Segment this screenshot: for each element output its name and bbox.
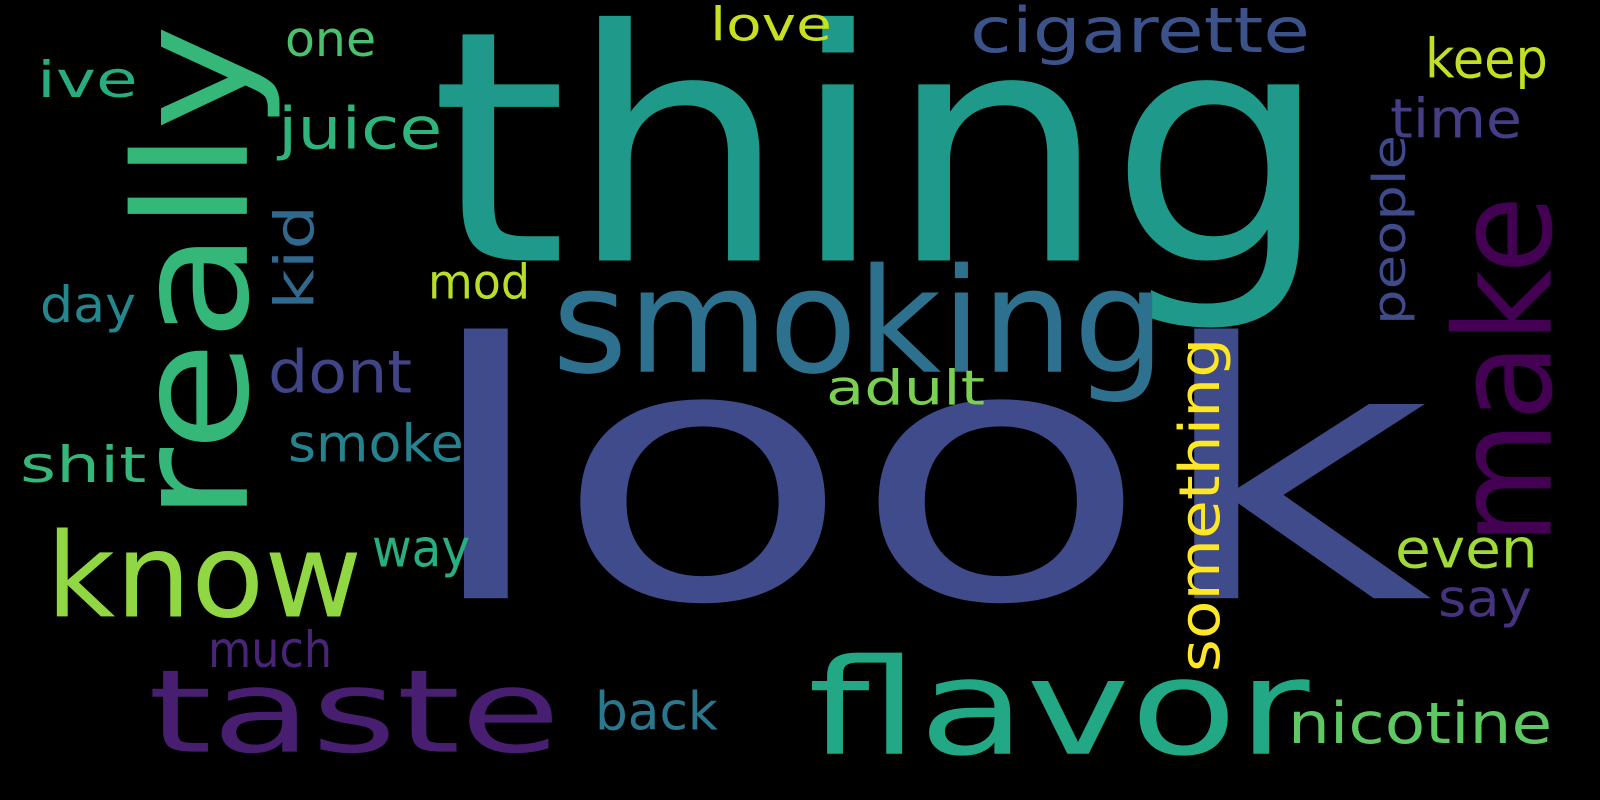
word-nicotine: nicotine	[1288, 689, 1553, 757]
word-ive: ive	[37, 50, 138, 109]
word-kid: kid	[263, 204, 327, 310]
word-thing: thing	[430, 0, 1331, 338]
word-people: people	[1362, 135, 1416, 325]
word-dont: dont	[268, 337, 413, 407]
word-love: love	[710, 0, 832, 52]
word-taste: taste	[148, 644, 561, 780]
word-say: say	[1438, 568, 1532, 630]
word-smoke: smoke	[288, 413, 464, 475]
word-time: time	[1390, 87, 1522, 151]
word-keep: keep	[1425, 27, 1548, 91]
word-even: even	[1395, 517, 1538, 581]
word-juice: juice	[278, 94, 443, 163]
word-one: one	[285, 10, 377, 68]
word-much: much	[208, 620, 333, 679]
word-know: know	[46, 507, 363, 645]
word-adult: adult	[826, 359, 986, 416]
word-way: way	[372, 517, 471, 580]
word-back: back	[595, 680, 718, 743]
word-shit: shit	[20, 435, 147, 494]
word-smoking: smoking	[552, 236, 1166, 407]
word-cigarette: cigarette	[970, 0, 1310, 67]
word-day: day	[40, 275, 136, 334]
word-mod: mod	[428, 253, 531, 310]
word-something: something	[1166, 337, 1233, 672]
word-flavor: flavor	[808, 630, 1310, 786]
word-look: look	[418, 268, 1433, 684]
word-make: make	[1425, 195, 1583, 545]
